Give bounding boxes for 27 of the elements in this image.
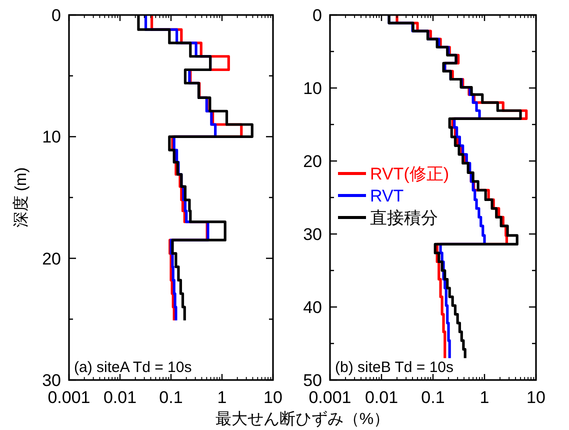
annotation: (a) siteA Td = 10s [74,359,192,376]
y-tick-label: 0 [312,6,322,25]
x-tick-label: 0.001 [308,388,352,407]
x-tick-label: 0.1 [159,388,183,407]
x-tick-label: 0.01 [103,388,137,407]
y-tick-label: 40 [303,298,322,317]
x-tick-label: 1 [217,388,227,407]
x-tick-label: 0.1 [421,388,445,407]
y-tick-label: 30 [42,371,61,390]
y-tick-label: 50 [303,371,322,390]
y-tick-label: 30 [303,225,322,244]
x-tick-label: 1 [480,388,490,407]
x-tick-label: 0.001 [48,388,90,407]
legend-label: RVT(修正) [370,164,450,184]
y-tick-label: 20 [303,152,322,171]
x-tick-label: 10 [264,388,282,407]
y-tick-label: 10 [42,128,61,147]
x-axis-title: 最大せん断ひずみ（%） [215,410,390,428]
annotation: (b) siteB Td = 10s [335,359,454,376]
x-tick-label: 0.01 [364,388,398,407]
y-tick-label: 20 [42,249,61,268]
y-axis-title: 深度 (m) [12,167,30,228]
x-tick-label: 10 [526,388,546,407]
legend-label: 直接積分 [370,208,438,228]
legend-label: RVT [370,186,404,206]
y-tick-label: 10 [303,79,322,98]
y-tick-label: 0 [52,6,61,25]
